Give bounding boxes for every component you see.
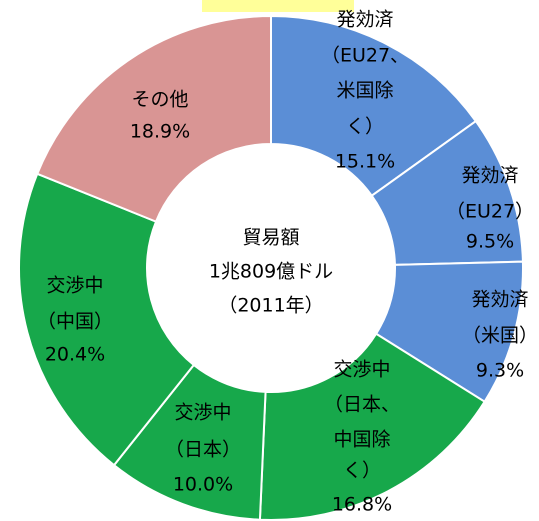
value-label: 10.0% <box>173 474 233 496</box>
segment-label: く） <box>346 116 384 138</box>
segment-label: （中国） <box>37 311 113 333</box>
value-label: 9.5% <box>466 231 514 253</box>
value-label: 9.3% <box>476 360 524 382</box>
segment-label: く） <box>343 460 381 482</box>
segment-label: 発効済 <box>336 9 393 31</box>
donut-segment <box>18 172 196 467</box>
donut-segment <box>270 14 478 198</box>
segment-label: （EU27） <box>446 201 534 223</box>
center-text: 1兆809億ドル <box>209 261 333 283</box>
value-label: 15.1% <box>335 151 395 173</box>
center-text: 貿易額 <box>242 227 299 249</box>
segment-label: 交渉中 <box>174 402 231 424</box>
segment-label: 発効済 <box>461 165 518 187</box>
center-text: （2011年） <box>218 295 323 317</box>
donut-segment <box>35 14 272 223</box>
segment-label: （EU27、 <box>321 45 409 67</box>
value-label: 16.8% <box>332 494 392 516</box>
segment-label: 中国除 <box>333 429 390 451</box>
segment-label: （日本、 <box>324 394 400 416</box>
value-label: 18.9% <box>130 121 190 143</box>
segment-label: 交渉中 <box>46 275 103 297</box>
title-box <box>202 0 354 12</box>
value-label: 20.4% <box>45 344 105 366</box>
donut-segment <box>258 332 486 521</box>
segment-label: 交渉中 <box>333 359 390 381</box>
segment-label: 発効済 <box>471 289 528 311</box>
segment-label: その他 <box>131 89 188 111</box>
segment-label: （日本） <box>165 439 241 461</box>
segment-label: 米国除 <box>336 80 393 102</box>
segment-label: （米国） <box>462 325 538 347</box>
